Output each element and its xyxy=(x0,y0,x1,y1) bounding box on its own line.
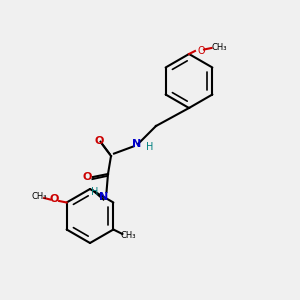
Text: CH₃: CH₃ xyxy=(211,44,227,52)
Text: O: O xyxy=(197,46,205,56)
Text: CH₃: CH₃ xyxy=(121,231,136,240)
Text: CH₃: CH₃ xyxy=(32,192,47,201)
Text: O: O xyxy=(50,194,59,205)
Text: N: N xyxy=(132,139,141,149)
Text: H: H xyxy=(91,187,98,197)
Text: H: H xyxy=(146,142,154,152)
Text: O: O xyxy=(94,136,104,146)
Text: O: O xyxy=(82,172,92,182)
Text: N: N xyxy=(99,191,108,202)
